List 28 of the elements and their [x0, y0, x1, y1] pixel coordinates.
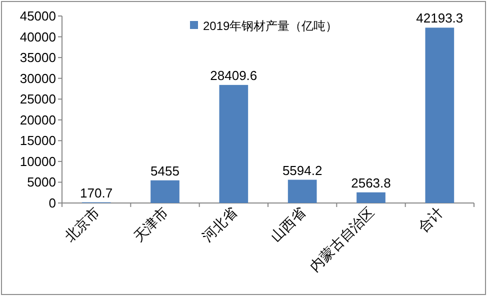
data-label: 42193.3 [416, 10, 464, 26]
x-tick-label: 内蒙古自治区 [307, 204, 378, 276]
data-label: 2563.8 [351, 175, 391, 190]
x-tick-label: 北京市 [62, 204, 104, 246]
legend-label: 2019年钢材产量（亿吨） [203, 19, 338, 33]
data-label: 28409.6 [210, 68, 258, 83]
y-tick-label: 20000 [20, 112, 56, 128]
x-tick-label: 合计 [415, 204, 446, 236]
data-label: 5594.2 [282, 162, 322, 178]
x-tick-label: 山西省 [268, 204, 310, 246]
y-tick-label: 5000 [27, 174, 56, 190]
y-tick-label: 40000 [20, 29, 56, 44]
data-label: 5455 [150, 163, 180, 178]
y-tick-label: 30000 [20, 70, 56, 86]
bar [150, 180, 180, 203]
bar [219, 84, 248, 203]
bar [356, 192, 386, 203]
y-tick-label: 10000 [20, 154, 56, 169]
y-tick-label: 45000 [20, 8, 56, 24]
data-label: 170.7 [80, 185, 113, 200]
bar [425, 28, 454, 203]
x-tick-label: 河北省 [199, 204, 240, 246]
y-tick-label: 35000 [20, 50, 56, 66]
x-tick-label: 天津市 [130, 204, 172, 246]
y-tick-label: 0 [48, 196, 56, 210]
y-tick-label: 25000 [20, 92, 56, 107]
y-tick-label: 15000 [20, 133, 56, 148]
bar [288, 180, 317, 203]
